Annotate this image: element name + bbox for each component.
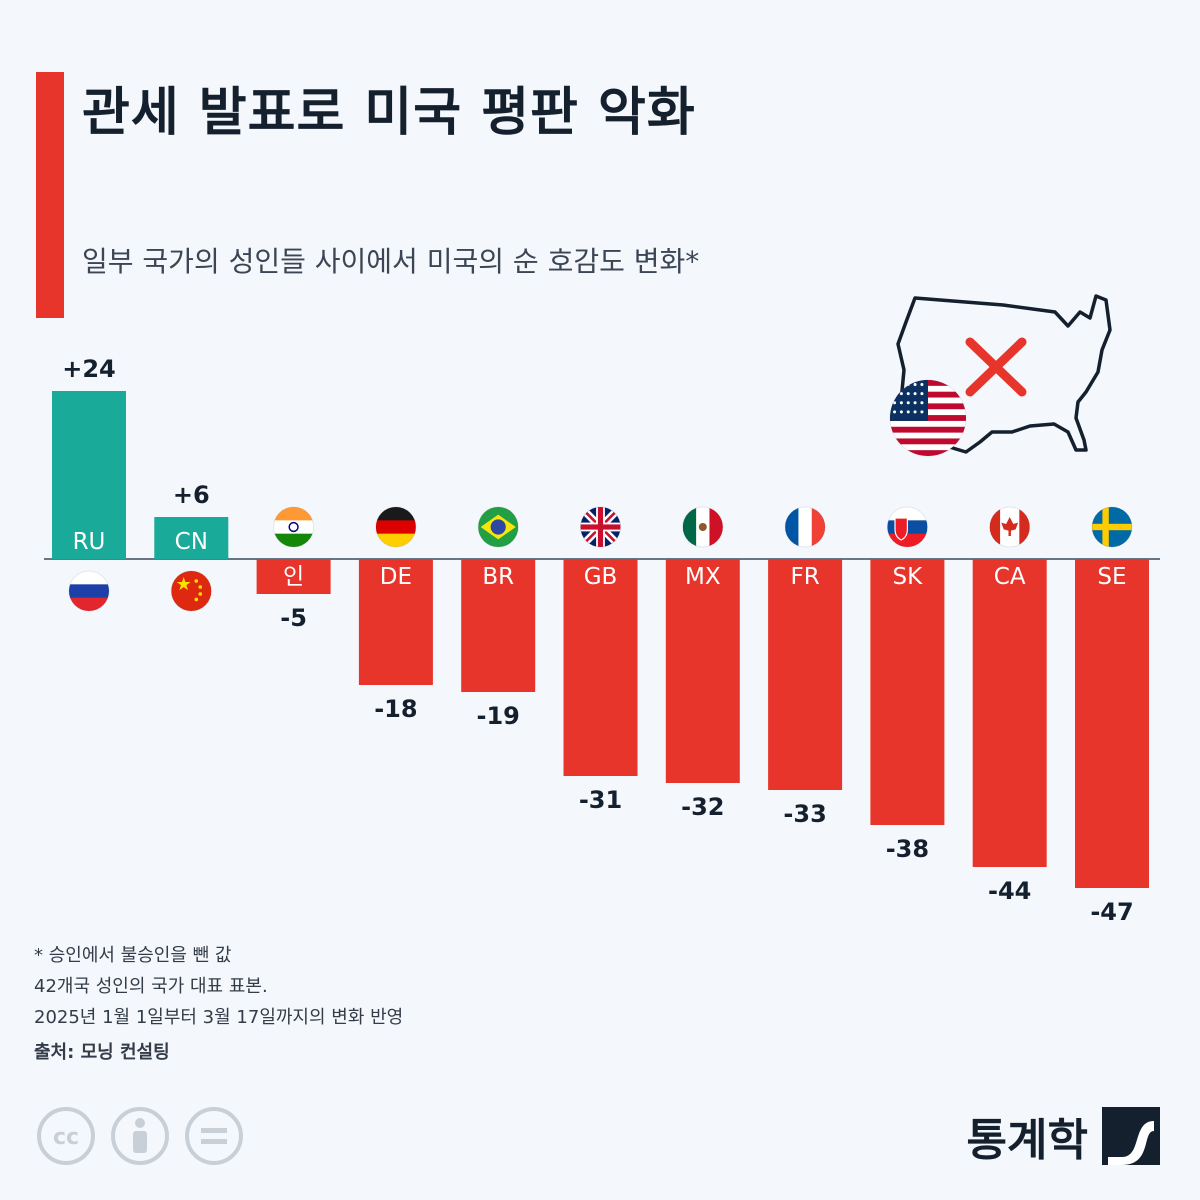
category-label: RU: [73, 529, 106, 555]
brand: 통계학: [967, 1104, 1160, 1168]
de-flag-icon: [375, 506, 417, 548]
us-flag-graphic: [889, 379, 967, 457]
category-label: CA: [994, 564, 1026, 590]
fr-flag-icon: [784, 506, 826, 548]
bar-GB: [563, 559, 638, 776]
attribution-icon[interactable]: [111, 1107, 169, 1165]
mx-flag-icon: [682, 506, 724, 548]
value-label: -33: [783, 800, 826, 828]
se-flag-icon: [1091, 506, 1133, 548]
bar-DE: [358, 559, 433, 685]
us-flag-icon: [889, 379, 967, 457]
cc-icon[interactable]: cc: [37, 1107, 95, 1165]
svg-text:★: ★: [176, 574, 192, 595]
chart-subtitle: 일부 국가의 성인들 사이에서 미국의 순 호감도 변화*: [82, 245, 700, 278]
value-label: -5: [280, 604, 307, 632]
svg-text:cc: cc: [53, 1125, 79, 1150]
page-title: 관세 발표로 미국 평판 악화: [82, 83, 696, 143]
source-credit: 출처: 모닝 컨설팅: [34, 1042, 170, 1063]
value-label: -32: [681, 793, 724, 821]
category-label: GB: [584, 564, 618, 590]
category-label: CN: [175, 529, 208, 555]
title-accent-bar: [36, 72, 64, 318]
value-label: -44: [988, 877, 1031, 905]
gb-flag-icon: [580, 506, 621, 548]
in-flag-icon: [273, 506, 315, 548]
value-label: -18: [374, 695, 417, 723]
bar-RU: [52, 391, 126, 559]
bar-CA: [972, 559, 1047, 867]
bar-FR: [768, 559, 843, 790]
category-label: FR: [790, 564, 819, 590]
bar-SE: [1075, 559, 1149, 888]
footnote-sample: 42개국 성인의 국가 대표 표본.: [34, 976, 268, 997]
bar-인: [256, 559, 331, 594]
category-label: MX: [685, 564, 721, 590]
bar-CN: [154, 517, 229, 559]
footnote-period: 2025년 1월 1일부터 3월 17일까지의 변화 반영: [34, 1007, 404, 1028]
br-flag-icon: [477, 506, 519, 548]
bar-SK: [870, 559, 945, 825]
no-derivatives-icon[interactable]: [185, 1107, 243, 1165]
category-label: 인: [283, 564, 304, 590]
ca-flag-icon: [989, 506, 1031, 548]
ru-flag-icon: [68, 570, 110, 612]
brand-name: 통계학: [966, 1115, 1088, 1166]
value-label: +6: [173, 481, 210, 509]
footnotes: * 승인에서 불승인을 뺀 값 42개국 성인의 국가 대표 표본. 2025년…: [34, 940, 403, 1068]
value-label: -31: [579, 786, 622, 814]
category-label: SE: [1097, 564, 1126, 590]
cn-flag-icon: ★: [170, 570, 212, 612]
category-label: BR: [482, 564, 514, 590]
license-icons: cc: [37, 1107, 243, 1165]
footnote-definition: * 승인에서 불승인을 뺀 값: [34, 945, 232, 966]
value-label: -38: [886, 835, 929, 863]
category-label: DE: [380, 564, 412, 590]
bar-MX: [665, 559, 740, 783]
sk-flag-icon: [886, 506, 928, 548]
brand-logo-icon: [1102, 1107, 1160, 1165]
bar-BR: [461, 559, 536, 692]
value-label: -19: [477, 702, 520, 730]
value-label: -47: [1090, 898, 1133, 926]
category-label: SK: [893, 564, 924, 590]
value-label: +24: [62, 355, 116, 383]
